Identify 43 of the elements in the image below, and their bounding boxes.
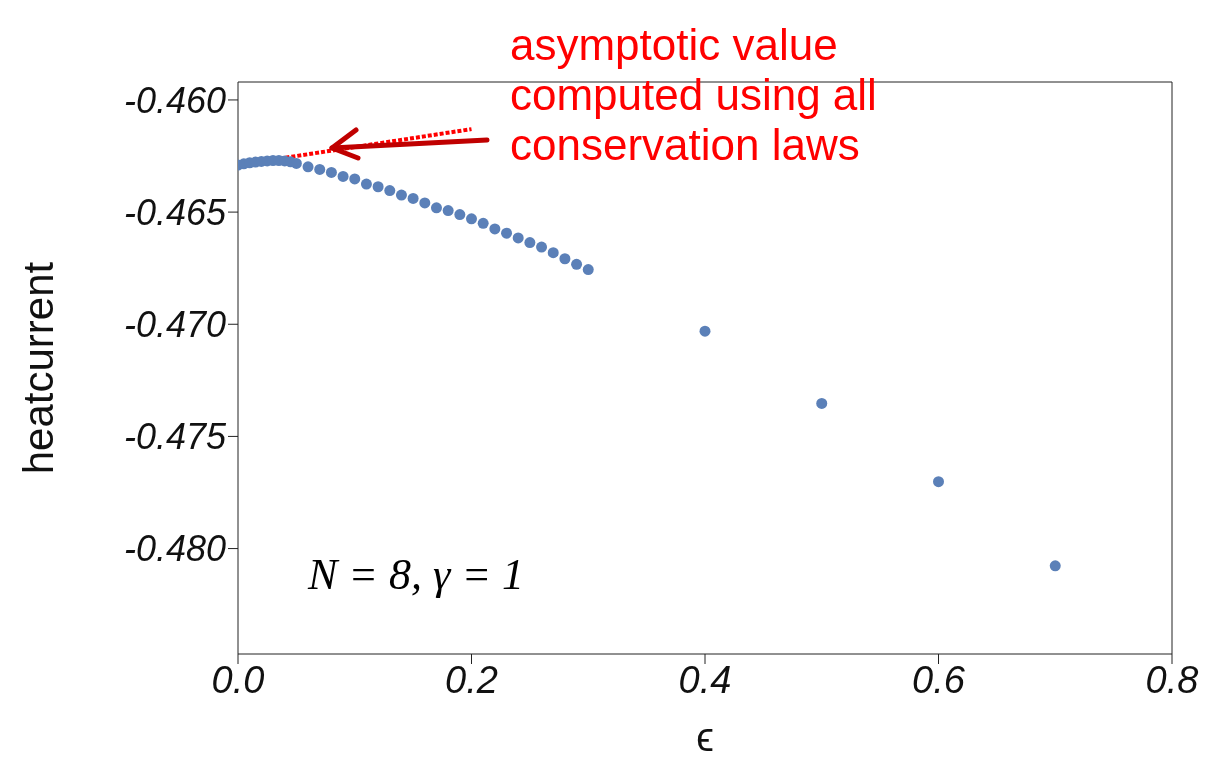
point [477, 217, 489, 229]
x-axis-title: ϵ [696, 715, 714, 759]
y-tick-label: -0.470 [123, 304, 226, 346]
point [442, 205, 454, 217]
y-tick-label: -0.480 [123, 528, 226, 570]
point [407, 192, 419, 204]
point [360, 178, 372, 190]
point [349, 173, 361, 185]
point [325, 166, 337, 178]
point [419, 197, 431, 209]
point [395, 189, 407, 201]
point [571, 258, 583, 270]
point [559, 253, 571, 265]
x-tick-label: 0.0 [211, 658, 265, 701]
point [302, 161, 314, 173]
point [454, 209, 466, 221]
point [933, 476, 944, 488]
annotation: N = 8, γ = 1 [308, 549, 525, 600]
point [489, 223, 501, 235]
y-axis-title: heatcurrent [14, 261, 62, 475]
point [582, 264, 594, 276]
point [699, 325, 711, 337]
point [1049, 560, 1061, 572]
point [816, 397, 828, 409]
point [512, 232, 524, 244]
point [501, 227, 513, 239]
point [466, 213, 477, 225]
point [337, 170, 349, 182]
x-tick-label: 0.8 [1145, 658, 1199, 701]
point [547, 247, 559, 259]
point [536, 241, 548, 253]
y-tick-label: -0.465 [123, 191, 227, 233]
x-tick-label: 0.2 [445, 658, 498, 701]
point [524, 237, 536, 249]
annotation: asymptotic value computed using all conservation laws [509, 19, 878, 171]
point [430, 202, 442, 214]
y-tick-label: -0.475 [123, 416, 227, 458]
x-tick-label: 0.4 [678, 658, 732, 701]
point [384, 185, 396, 197]
point [372, 181, 384, 193]
point [314, 163, 326, 175]
x-tick-label: 0.6 [912, 658, 966, 701]
y-tick-label: -0.460 [123, 79, 226, 121]
